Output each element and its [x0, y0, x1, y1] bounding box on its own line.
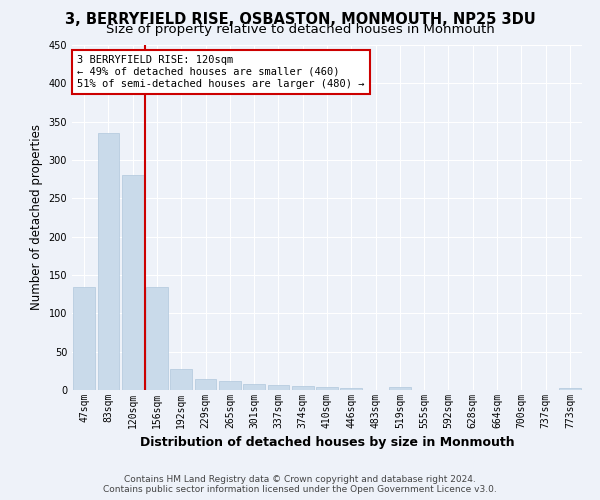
X-axis label: Distribution of detached houses by size in Monmouth: Distribution of detached houses by size … — [140, 436, 514, 450]
Bar — [122, 176, 143, 390]
Bar — [559, 388, 581, 390]
Bar — [194, 378, 217, 390]
Bar — [389, 387, 411, 390]
Bar — [97, 133, 119, 390]
Text: 3 BERRYFIELD RISE: 120sqm
← 49% of detached houses are smaller (460)
51% of semi: 3 BERRYFIELD RISE: 120sqm ← 49% of detac… — [77, 56, 365, 88]
Text: Contains HM Land Registry data © Crown copyright and database right 2024.
Contai: Contains HM Land Registry data © Crown c… — [103, 474, 497, 494]
Bar — [219, 381, 241, 390]
Bar — [316, 387, 338, 390]
Bar — [73, 286, 95, 390]
Y-axis label: Number of detached properties: Number of detached properties — [30, 124, 43, 310]
Text: Size of property relative to detached houses in Monmouth: Size of property relative to detached ho… — [106, 22, 494, 36]
Text: 3, BERRYFIELD RISE, OSBASTON, MONMOUTH, NP25 3DU: 3, BERRYFIELD RISE, OSBASTON, MONMOUTH, … — [65, 12, 535, 28]
Bar — [170, 370, 192, 390]
Bar — [292, 386, 314, 390]
Bar — [146, 286, 168, 390]
Bar — [268, 386, 289, 390]
Bar — [243, 384, 265, 390]
Bar — [340, 388, 362, 390]
